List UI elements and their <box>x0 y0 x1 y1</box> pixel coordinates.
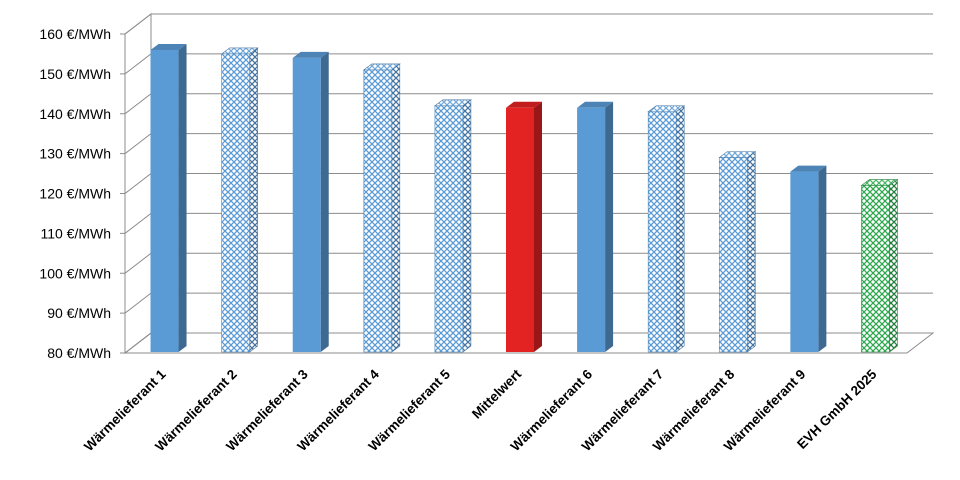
bar-top-face <box>292 51 329 58</box>
gridline-160 <box>124 13 933 35</box>
bar-top-face <box>577 101 614 108</box>
x-category-label: Mittelwert <box>469 366 525 422</box>
bar-front-face <box>647 111 677 353</box>
bar-side-face <box>675 105 685 353</box>
bar-mittelwert <box>506 101 542 352</box>
bars <box>150 43 899 353</box>
y-tick-label: 90 €/MWh <box>47 305 111 321</box>
y-tick-label: 110 €/MWh <box>40 225 111 241</box>
bar-front-face <box>363 69 393 353</box>
bar-front-face <box>718 157 748 353</box>
bar-side-face <box>746 151 756 353</box>
y-tick-label: 80 €/MWh <box>47 345 111 361</box>
bar-wärmelieferant-9 <box>790 165 827 352</box>
bar-side-face <box>605 101 614 352</box>
bar-side-face <box>889 178 898 353</box>
y-tick-label: 130 €/MWh <box>39 146 111 162</box>
bar-side-face <box>534 101 542 352</box>
bar-wärmelieferant-6 <box>577 101 614 352</box>
bar-front-face <box>221 53 250 353</box>
x-category-label: EVH GmbH 2025 <box>794 366 880 452</box>
bar-top-face <box>506 101 542 108</box>
bar-top-face <box>150 43 187 50</box>
bar-side-face <box>462 99 472 353</box>
bar-side-face <box>391 63 401 353</box>
bar-front-face <box>434 105 464 353</box>
bar-front-face <box>292 57 321 353</box>
bar-evh-gmbh-2025 <box>860 178 899 353</box>
bar-side-face <box>249 47 258 353</box>
y-tick-label: 140 €/MWh <box>39 106 111 122</box>
bar-wärmelieferant-8 <box>718 151 757 353</box>
y-tick-label: 120 €/MWh <box>39 186 111 202</box>
bar-wärmelieferant-2 <box>220 47 259 353</box>
bar-wärmelieferant-3 <box>292 51 329 353</box>
bar-side-face <box>178 43 187 352</box>
bar-wärmelieferant-4 <box>362 63 401 353</box>
bar-side-face <box>818 165 827 352</box>
bar-front-face <box>861 185 890 353</box>
y-tick-label: 150 €/MWh <box>39 66 111 82</box>
y-tick-label: 100 €/MWh <box>39 265 111 281</box>
bar-wärmelieferant-5 <box>434 99 472 353</box>
bar-wärmelieferant-1 <box>150 43 187 352</box>
bar-front-face <box>506 107 534 352</box>
bar-front-face <box>790 171 819 352</box>
bar-wärmelieferant-7 <box>647 105 686 353</box>
y-tick-label: 160 €/MWh <box>39 26 111 42</box>
bar-side-face <box>320 51 329 353</box>
bar-front-face <box>577 107 606 352</box>
bar-front-face <box>150 49 179 352</box>
y-axis-tick-labels: 80 €/MWh 90 €/MWh 100 €/MWh 110 €/MWh 120 €/… <box>39 26 111 361</box>
bar-top-face <box>790 165 827 172</box>
